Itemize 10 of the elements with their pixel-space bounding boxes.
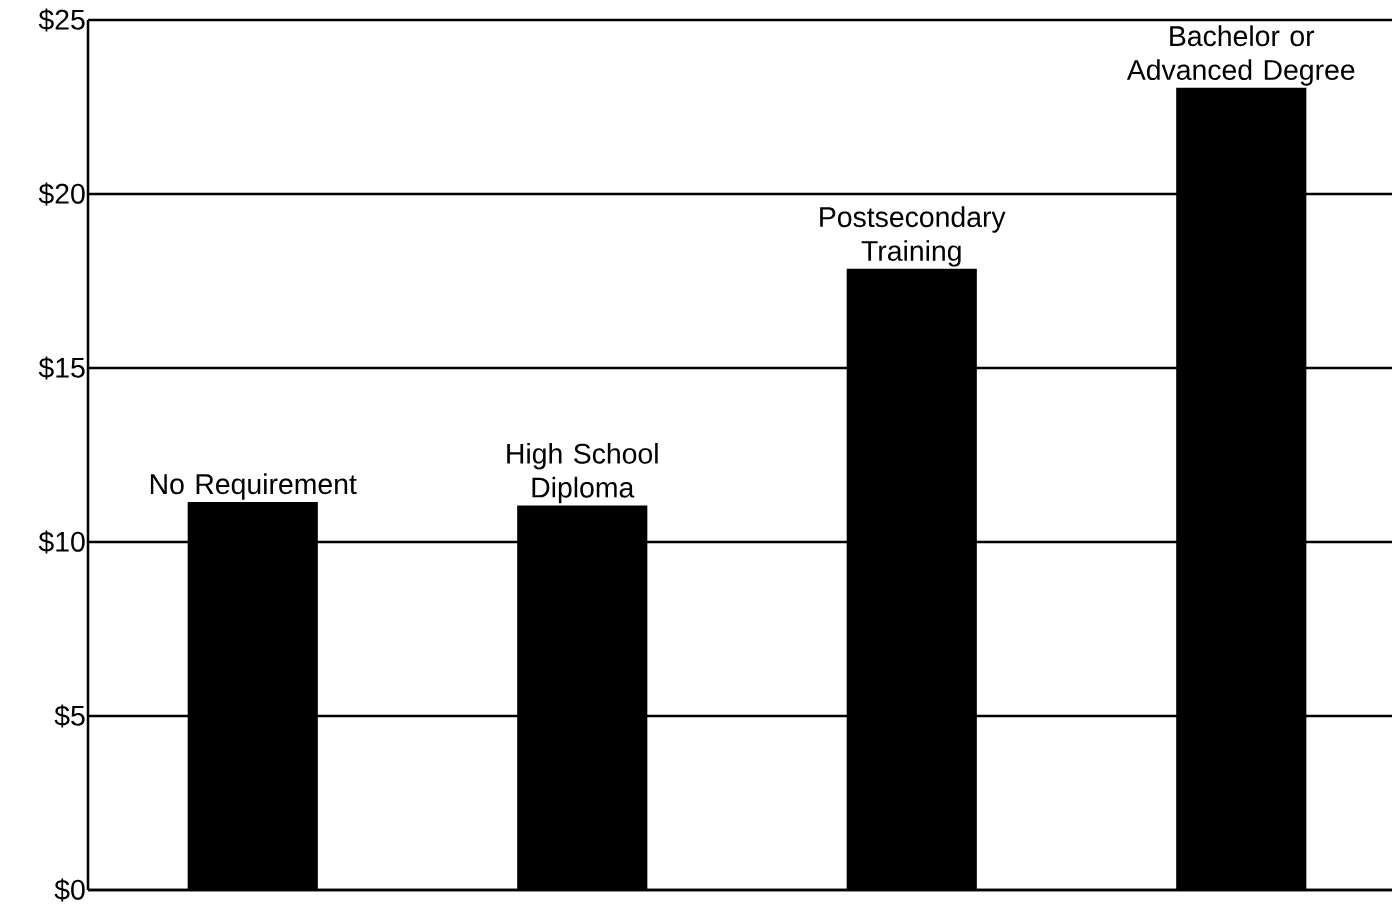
- x-tick-label: Postsecondary Training: [820, 206, 1006, 267]
- y-tick-label: $5: [54, 704, 85, 728]
- x-tick-label: Bachelor or Advanced Degree: [1126, 25, 1355, 86]
- y-tick-label: $10: [38, 530, 85, 554]
- y-tick-label: $0: [54, 878, 85, 902]
- y-tick-label: $25: [38, 8, 85, 32]
- y-tick-label: $20: [38, 182, 85, 206]
- y-tick-label: $15: [38, 356, 85, 380]
- x-tick-label: High School Diploma: [507, 442, 658, 504]
- x-tick-label: No Requirement: [150, 473, 357, 500]
